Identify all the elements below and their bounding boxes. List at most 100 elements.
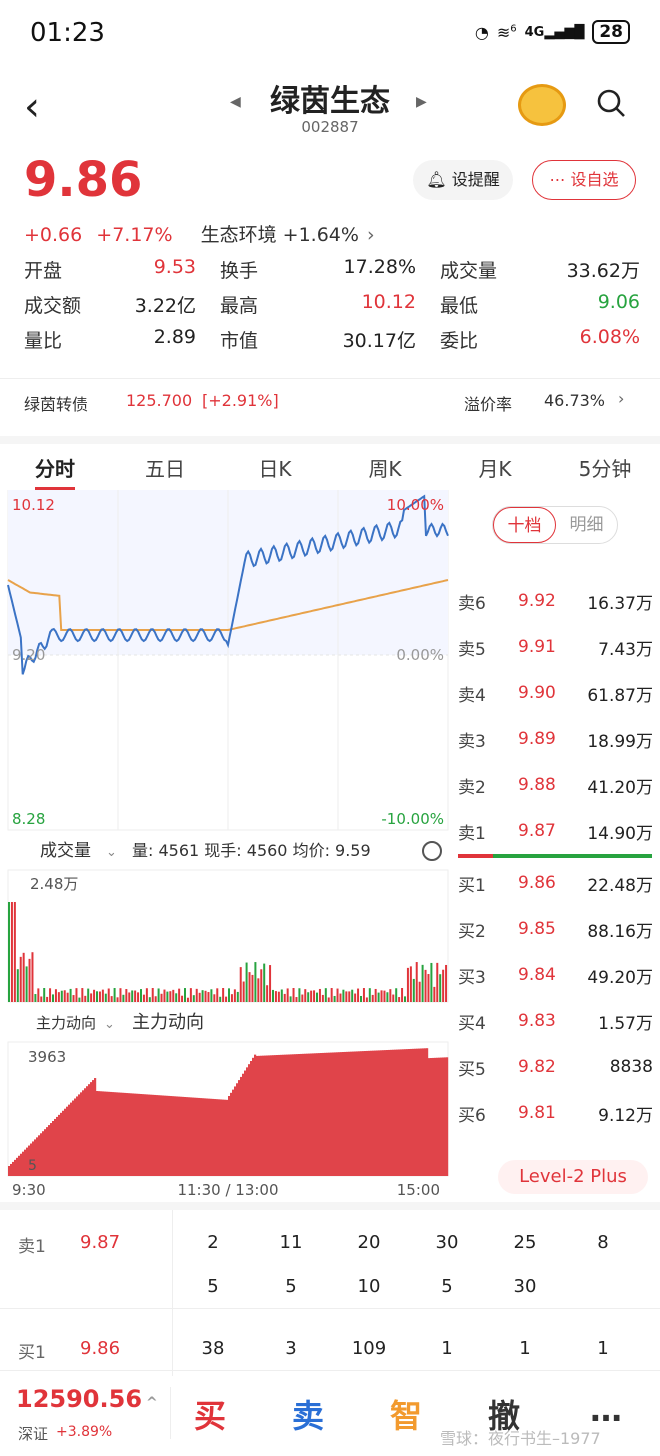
flow-bar: [56, 1116, 59, 1176]
volume-bar: [198, 992, 201, 1002]
flow-bar: [346, 1051, 349, 1176]
flow-bar: [148, 1094, 151, 1176]
flow-bar: [352, 1051, 355, 1176]
volume-bar: [430, 962, 433, 1002]
set-alert-button[interactable]: 🔔︎ 设提醒: [413, 160, 513, 200]
flow-bar: [66, 1106, 69, 1176]
sells-level-row[interactable]: 卖3 9.89 18.99万: [458, 716, 653, 762]
cancel-order-button[interactable]: 撤: [488, 1397, 521, 1435]
tab-4[interactable]: 月K: [478, 456, 512, 481]
buys-level-row[interactable]: 买1 9.86 22.48万: [458, 860, 653, 906]
flow-selector[interactable]: 主力动向: [36, 1014, 96, 1032]
sells-level-row[interactable]: 卖1 9.87 14.90万: [458, 808, 653, 854]
flow-bar: [88, 1084, 91, 1176]
volume-bar: [295, 997, 298, 1002]
sell-button[interactable]: 卖: [292, 1397, 325, 1435]
tab-5[interactable]: 5分钟: [578, 456, 632, 481]
pct-mid-label: 0.00%: [396, 646, 444, 664]
buys-level-row[interactable]: 买5 9.82 8838: [458, 1044, 653, 1090]
sector-link[interactable]: 生态环境 +1.64% ›: [200, 224, 375, 246]
speed-icon: ◔: [474, 22, 489, 42]
volume-bar: [316, 992, 318, 1002]
mascot-icon[interactable]: [518, 84, 566, 126]
volume-bar: [140, 989, 142, 1002]
status-time: 01:23: [30, 18, 105, 48]
volume-bar: [380, 990, 383, 1002]
flow-bar: [32, 1141, 35, 1176]
level2-button[interactable]: Level-2 Plus: [498, 1160, 648, 1194]
flow-bar: [292, 1054, 295, 1176]
flow-bar: [308, 1053, 311, 1176]
prev-stock-icon[interactable]: ◀: [230, 94, 241, 110]
volume-bar: [175, 993, 178, 1002]
flow-bar: [198, 1097, 201, 1176]
volume-bar: [28, 958, 31, 1002]
sells-level-price: 9.88: [518, 775, 556, 795]
volume-bar: [242, 981, 245, 1002]
flow-bar: [160, 1095, 163, 1176]
flow-bar: [336, 1052, 339, 1176]
tab-0[interactable]: 分时: [0, 453, 110, 490]
volume-bar: [178, 988, 181, 1002]
index-value[interactable]: 12590.56 ^: [16, 1385, 158, 1413]
flow-bar: [40, 1133, 43, 1176]
volume-bar: [445, 964, 448, 1002]
sells-level-row[interactable]: 卖2 9.88 41.20万: [458, 762, 653, 808]
queue-order-size: 3: [285, 1338, 297, 1359]
sell-levels: 卖6 9.92 16.37万 卖5 9.91 7.43万 卖4 9.90 61.87万 卖3 9.8…: [458, 578, 653, 854]
chevron-up-icon: ^: [146, 1395, 158, 1411]
flow-bar: [378, 1050, 381, 1176]
buys-level-row[interactable]: 买6 9.81 9.12万: [458, 1090, 653, 1136]
add-watchlist-button[interactable]: ⋯ 设自选: [532, 160, 636, 200]
convertible-bond-row[interactable]: 绿茵转债 125.700 [+2.91%] 溢价率 46.73% ›: [0, 378, 660, 424]
flow-bar: [44, 1129, 47, 1176]
flow-bar: [368, 1050, 371, 1176]
price-line: [7, 494, 449, 675]
sells-level-label: 卖1: [458, 823, 486, 844]
volume-bar: [301, 994, 304, 1002]
volume-bar: [228, 988, 230, 1002]
volume-selector[interactable]: 成交量: [40, 841, 91, 861]
buys-level-row[interactable]: 买2 9.85 88.16万: [458, 906, 653, 952]
volume-bar: [54, 989, 57, 1002]
more-button[interactable]: …: [590, 1391, 622, 1429]
volume-bar: [219, 996, 222, 1002]
tab-3[interactable]: 周K: [368, 456, 402, 481]
flow-bar: [100, 1091, 103, 1176]
volume-bar: [348, 991, 351, 1002]
flow-bar: [316, 1053, 319, 1176]
flow-bar: [274, 1055, 277, 1176]
queue-order-size: 30: [435, 1232, 459, 1253]
volume-bar: [327, 997, 330, 1002]
buys-level-row[interactable]: 买4 9.83 1.57万: [458, 998, 653, 1044]
sells-level-row[interactable]: 卖6 9.92 16.37万: [458, 578, 653, 624]
flow-bar: [46, 1127, 49, 1176]
premium-label: 溢价率: [464, 395, 513, 414]
buy-button[interactable]: 买: [194, 1397, 227, 1435]
next-stock-icon[interactable]: ▶: [416, 94, 427, 110]
flow-bar: [242, 1073, 245, 1176]
settings-icon[interactable]: [422, 841, 442, 861]
flow-bar: [30, 1143, 33, 1176]
volume-bar: [160, 993, 163, 1002]
flow-bar: [102, 1091, 105, 1176]
volume-bar: [184, 988, 186, 1002]
flow-bar: [440, 1057, 443, 1176]
tab-2[interactable]: 日K: [258, 456, 292, 481]
sells-level-row[interactable]: 卖5 9.91 7.43万: [458, 624, 653, 670]
flow-bar: [60, 1112, 63, 1176]
back-icon[interactable]: ‹: [24, 84, 40, 130]
flow-bar: [76, 1096, 79, 1176]
sells-level-price: 9.91: [518, 637, 556, 657]
sells-level-row[interactable]: 卖4 9.90 61.87万: [458, 670, 653, 716]
tab-1[interactable]: 五日: [145, 456, 185, 481]
search-icon[interactable]: [596, 88, 626, 118]
tab-details[interactable]: 明细: [569, 515, 604, 535]
flow-bar: [200, 1098, 203, 1176]
tab-ten-levels[interactable]: 十档: [493, 507, 556, 543]
smart-order-button[interactable]: 智: [390, 1397, 423, 1435]
volume-bar: [93, 989, 96, 1002]
buys-level-row[interactable]: 买3 9.84 49.20万: [458, 952, 653, 998]
intraday-chart[interactable]: 10.12 9.20 8.28 10.00% 0.00% -10.00% 成交量…: [0, 490, 452, 1202]
flow-bar: [250, 1061, 253, 1176]
